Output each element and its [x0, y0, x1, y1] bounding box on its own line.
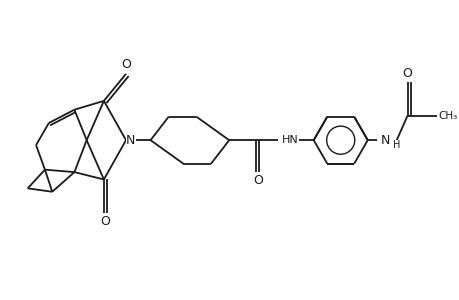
Text: O: O [100, 215, 110, 228]
Text: O: O [121, 58, 131, 71]
Text: HN: HN [281, 135, 298, 145]
Text: N: N [126, 134, 135, 147]
Text: CH₃: CH₃ [437, 111, 456, 121]
Text: H: H [392, 140, 399, 150]
Text: O: O [402, 67, 412, 80]
Text: O: O [253, 175, 263, 188]
Text: N: N [380, 134, 389, 147]
